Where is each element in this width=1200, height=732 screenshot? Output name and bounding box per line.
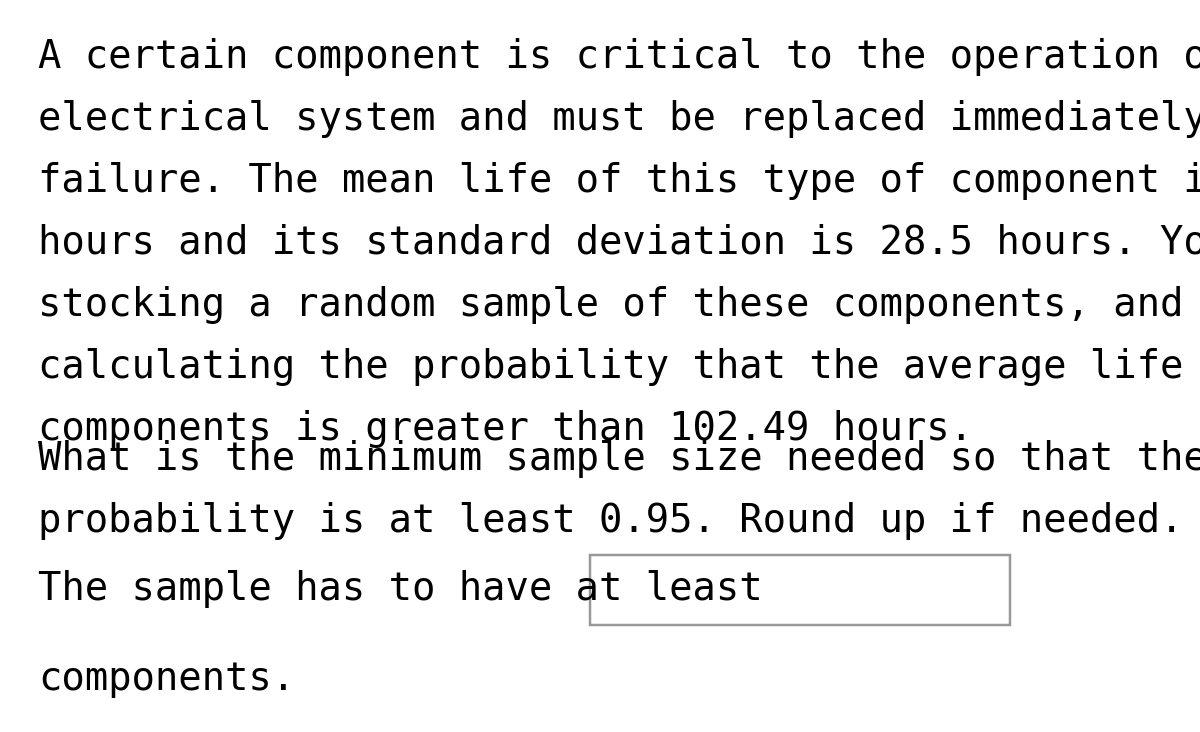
- Text: A certain component is critical to the operation of an: A certain component is critical to the o…: [38, 38, 1200, 76]
- Text: hours and its standard deviation is 28.5 hours. You plan on: hours and its standard deviation is 28.5…: [38, 224, 1200, 262]
- Text: failure. The mean life of this type of component is 110: failure. The mean life of this type of c…: [38, 162, 1200, 200]
- Text: calculating the probability that the average life of the: calculating the probability that the ave…: [38, 348, 1200, 386]
- Text: electrical system and must be replaced immediately upon: electrical system and must be replaced i…: [38, 100, 1200, 138]
- Text: probability is at least 0.95. Round up if needed.: probability is at least 0.95. Round up i…: [38, 502, 1183, 540]
- Text: What is the minimum sample size needed so that the above: What is the minimum sample size needed s…: [38, 440, 1200, 478]
- Text: components.: components.: [38, 660, 295, 698]
- Text: components is greater than 102.49 hours.: components is greater than 102.49 hours.: [38, 410, 973, 448]
- FancyBboxPatch shape: [590, 555, 1010, 625]
- Text: stocking a random sample of these components, and on: stocking a random sample of these compon…: [38, 286, 1200, 324]
- Text: The sample has to have at least: The sample has to have at least: [38, 570, 763, 608]
